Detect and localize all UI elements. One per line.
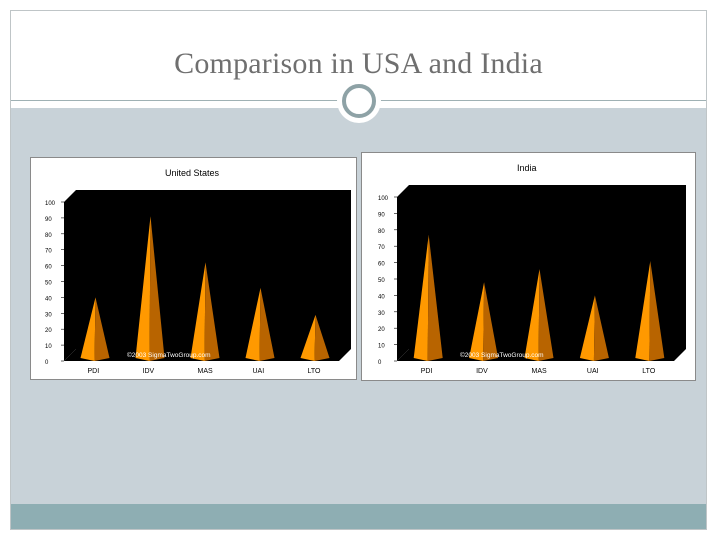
y-tick-label: 10 bbox=[378, 344, 385, 350]
chart-svg: 0 10 20 30 40 50 60 70 80 90 100 PDI IDV MAS UAI LTO ©20… bbox=[45, 190, 351, 375]
bar-side-face bbox=[314, 314, 330, 361]
y-tick-label: 20 bbox=[378, 327, 385, 333]
y-tick-label: 20 bbox=[45, 328, 52, 334]
y-tick-label: 40 bbox=[378, 294, 385, 300]
y-tick-label: 100 bbox=[45, 201, 56, 207]
chart-india: India 0 10 20 30 40 50 60 70 80 90 100 PDI IDV MAS UAI… bbox=[361, 152, 696, 381]
x-category-label: PDI bbox=[88, 368, 100, 375]
bar-front-face bbox=[245, 287, 261, 361]
watermark-text: ©2003 SigmaTwoGroup.com bbox=[127, 351, 211, 359]
plot-side-wall bbox=[64, 190, 76, 361]
bar-side-face bbox=[538, 269, 554, 361]
y-tick-label: 90 bbox=[45, 217, 52, 223]
bar-front-face bbox=[524, 269, 540, 361]
y-tick-label: 30 bbox=[45, 312, 52, 318]
y-tick-label: 0 bbox=[378, 360, 382, 366]
y-tick-label: 70 bbox=[378, 245, 385, 251]
bar-front-face bbox=[413, 234, 429, 361]
y-tick-label: 60 bbox=[45, 265, 52, 271]
chart-title: India bbox=[517, 163, 537, 173]
y-tick-label: 30 bbox=[378, 311, 385, 317]
bar-side-face bbox=[204, 262, 220, 361]
bar-front-face bbox=[469, 282, 485, 361]
x-category-label: PDI bbox=[421, 368, 433, 375]
y-tick-label: 40 bbox=[45, 296, 52, 302]
bar-front-face bbox=[135, 216, 151, 361]
x-category-label: LTO bbox=[642, 368, 656, 375]
bar-side-face bbox=[593, 295, 609, 361]
slide-title: Comparison in USA and India bbox=[174, 47, 543, 80]
ring-inner bbox=[342, 84, 376, 118]
x-category-label: LTO bbox=[308, 368, 322, 375]
y-tick-label: 80 bbox=[378, 229, 385, 235]
bar-side-face bbox=[94, 297, 110, 361]
y-tick-label: 100 bbox=[378, 196, 389, 202]
y-tick-label: 50 bbox=[45, 281, 52, 287]
x-category-label: IDV bbox=[476, 368, 488, 375]
plot-side-wall bbox=[397, 185, 409, 361]
x-category-label: MAS bbox=[198, 368, 214, 375]
bar-side-face bbox=[149, 216, 165, 361]
bar-side-face bbox=[649, 260, 665, 361]
y-tick-label: 90 bbox=[378, 212, 385, 218]
y-tick-label: 70 bbox=[45, 249, 52, 255]
chart-title: United States bbox=[165, 168, 220, 178]
chart-united-states: United States 0 10 20 30 40 50 60 70 80 90 100 PDI I… bbox=[30, 157, 357, 380]
y-tick-label: 0 bbox=[45, 360, 49, 366]
y-tick-label: 60 bbox=[378, 262, 385, 268]
bar-front-face bbox=[80, 297, 96, 361]
watermark-text: ©2003 SigmaTwoGroup.com bbox=[460, 351, 544, 359]
plot-background bbox=[409, 185, 686, 349]
chart-svg: 0 10 20 30 40 50 60 70 80 90 100 PDI IDV MAS UAI LTO ©20… bbox=[378, 185, 686, 375]
x-category-label: UAI bbox=[253, 368, 265, 375]
y-tick-label: 10 bbox=[45, 344, 52, 350]
y-tick-label: 80 bbox=[45, 233, 52, 239]
bar-side-face bbox=[483, 282, 499, 361]
bottom-band bbox=[11, 504, 706, 529]
divider-ring-icon bbox=[337, 79, 381, 123]
bar-front-face bbox=[579, 295, 595, 361]
x-category-label: UAI bbox=[587, 368, 599, 375]
bar-side-face bbox=[259, 287, 275, 361]
bar-front-face bbox=[190, 262, 206, 361]
y-tick-label: 50 bbox=[378, 278, 385, 284]
bar-front-face bbox=[635, 260, 651, 361]
x-category-label: MAS bbox=[532, 368, 548, 375]
bar-front-face bbox=[300, 314, 316, 361]
bar-side-face bbox=[427, 234, 443, 361]
x-category-label: IDV bbox=[143, 368, 155, 375]
